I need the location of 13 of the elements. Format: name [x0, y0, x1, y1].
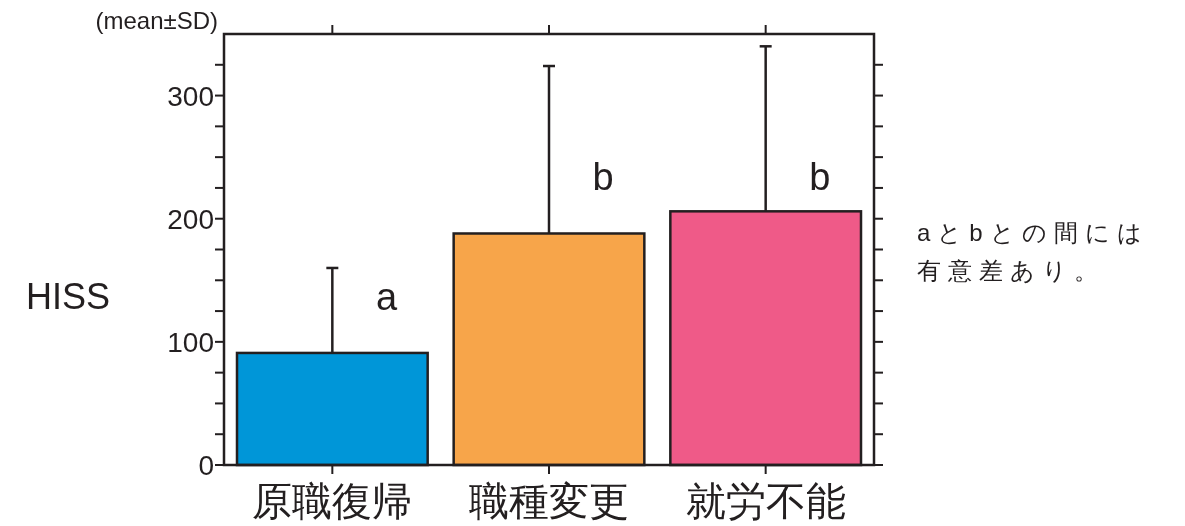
- y-tick-label: 100: [167, 326, 214, 358]
- annotation: a: [375, 276, 398, 319]
- text: (mean±SD): [95, 7, 218, 34]
- y-axis-title: HISS: [25, 276, 111, 317]
- text: aとbとの間には有意差あり。: [917, 218, 1150, 286]
- x-tick-label: 原職復帰: [252, 479, 413, 523]
- y-tick-label: 300: [167, 80, 214, 112]
- y-tick-label: 200: [167, 203, 214, 235]
- x-tick-label: 就労不能: [685, 479, 846, 523]
- y-tick-label: 0: [198, 450, 214, 481]
- annotation: b: [809, 155, 831, 198]
- annotation: b: [592, 155, 614, 198]
- x-tick-label: 職種変更: [469, 479, 629, 523]
